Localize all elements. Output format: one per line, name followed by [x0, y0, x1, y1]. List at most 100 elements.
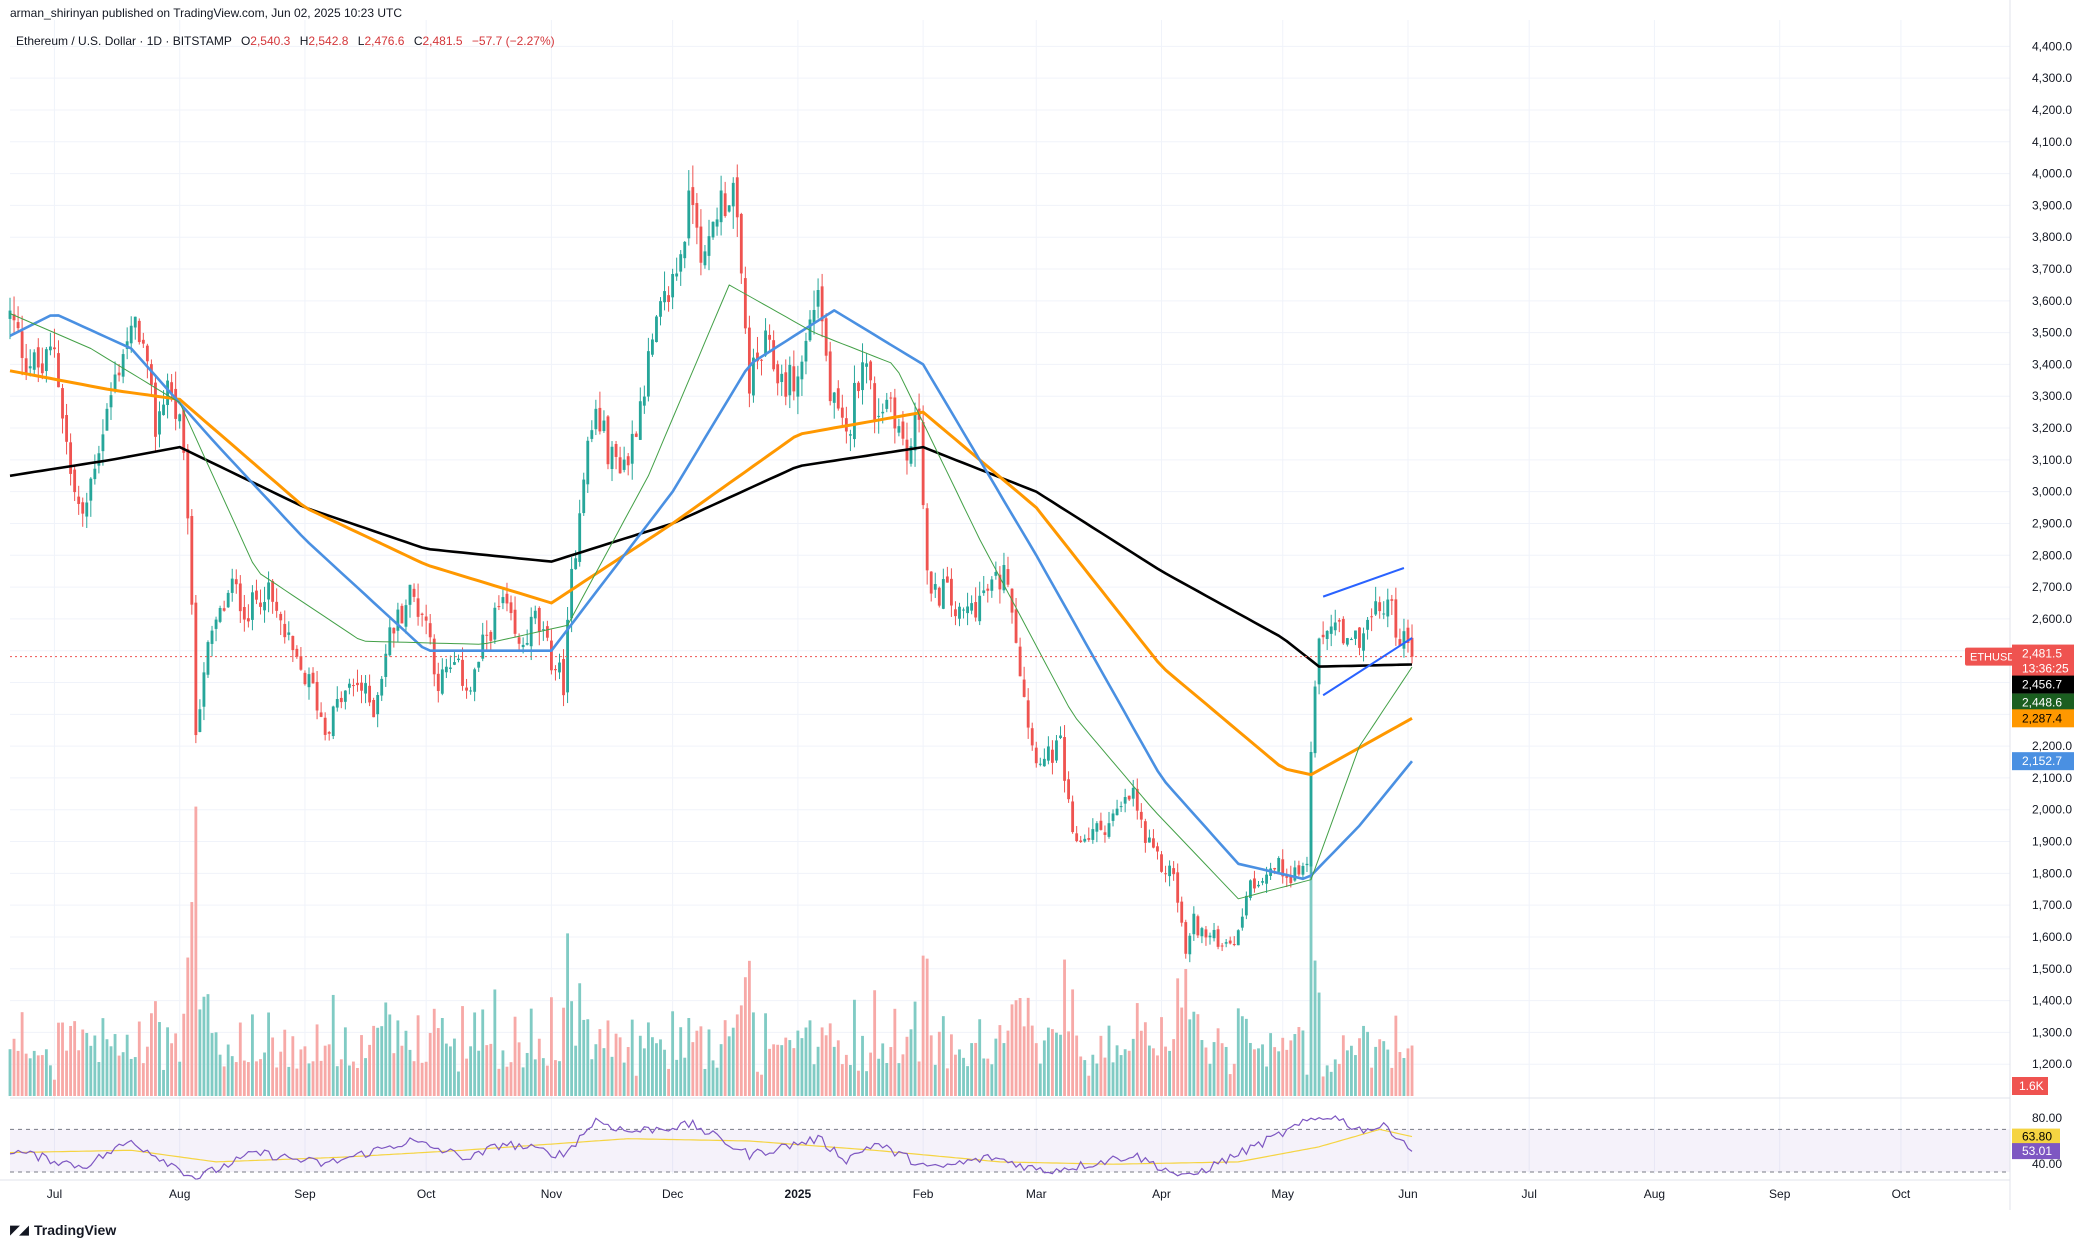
- candle: [1079, 840, 1083, 842]
- volume-bar: [234, 1062, 238, 1096]
- candle: [1406, 627, 1410, 644]
- volume-bar: [376, 1027, 380, 1096]
- volume-bar: [909, 1029, 913, 1096]
- time-tick-label: 2025: [785, 1187, 812, 1201]
- price-tick-label: 2,600.0: [2032, 612, 2072, 626]
- price-axis[interactable]: 4,400.0 4,300.0 4,200.0 4,100.0 4,000.0 3,900…: [2009, 0, 2072, 1210]
- volume-bar: [1265, 1066, 1268, 1096]
- candle: [1208, 935, 1212, 938]
- volume-bar: [776, 1044, 780, 1096]
- candle: [202, 672, 206, 707]
- volume-bar: [279, 1051, 283, 1096]
- volume-bar: [970, 1043, 974, 1096]
- volume-bar: [408, 1049, 412, 1096]
- candle: [780, 373, 784, 383]
- moving-average-green: [9, 284, 1413, 900]
- volume-bar: [638, 1035, 642, 1096]
- volume-bar: [44, 1049, 48, 1096]
- volume-bar: [335, 1066, 339, 1096]
- candle: [776, 364, 780, 384]
- candle: [1083, 838, 1087, 842]
- volume-bar: [1051, 1029, 1054, 1096]
- volume-bar: [1164, 1046, 1167, 1096]
- trendlines[interactable]: [10, 567, 2010, 697]
- volume-bar: [642, 1048, 646, 1096]
- candle: [1099, 820, 1103, 830]
- volume-bar: [20, 1012, 24, 1096]
- candle: [1139, 811, 1143, 820]
- volume-bar: [453, 1038, 456, 1096]
- volume-bar: [36, 1055, 40, 1096]
- symbol-legend[interactable]: Ethereum / U.S. Dollar · 1D · BITSTAMP O…: [16, 34, 555, 48]
- trendline[interactable]: [1322, 637, 1413, 697]
- price-tick-label: 1,600.0: [2032, 930, 2072, 944]
- candle: [1119, 806, 1123, 808]
- volume-bar: [61, 1022, 64, 1096]
- volume-bar: [485, 1045, 489, 1096]
- volume-bar: [885, 1063, 889, 1096]
- volume-bar: [1337, 1063, 1341, 1096]
- volume-bar: [117, 1055, 121, 1096]
- volume-bar: [1228, 1074, 1232, 1096]
- candle: [1051, 749, 1054, 763]
- candle: [267, 582, 270, 600]
- volume-bar: [53, 1079, 56, 1096]
- candle: [141, 339, 145, 344]
- candle: [469, 690, 473, 692]
- tradingview-logo[interactable]: ◤◢ TradingView: [10, 1222, 116, 1238]
- candle: [586, 440, 590, 485]
- volume-bar: [840, 1064, 844, 1096]
- trendline[interactable]: [1322, 567, 1405, 598]
- candle: [222, 608, 226, 611]
- candle: [1273, 867, 1277, 870]
- candle: [1038, 763, 1042, 765]
- volume-bar: [1038, 1063, 1042, 1096]
- candle: [372, 700, 376, 718]
- volume-bar: [659, 1039, 662, 1096]
- candle: [303, 672, 307, 685]
- candle: [1345, 638, 1349, 645]
- candle: [1026, 700, 1030, 728]
- volume-bar: [448, 1046, 452, 1096]
- candle: [529, 616, 533, 647]
- candle: [376, 694, 380, 715]
- candle: [101, 434, 105, 452]
- volume-bar: [1055, 1032, 1058, 1096]
- candle: [857, 382, 860, 392]
- volume-bar: [1075, 1035, 1079, 1096]
- candle: [287, 632, 291, 635]
- volume-bar: [715, 1067, 719, 1096]
- candle: [853, 382, 856, 440]
- candle: [889, 397, 893, 399]
- volume-bar: [65, 1050, 68, 1096]
- volume-bar: [554, 1060, 557, 1096]
- volume-bar: [1079, 1056, 1083, 1096]
- time-axis[interactable]: Jul Aug Sep Oct Nov Dec 2025 Feb Mar Apr May Jun Jul…: [0, 1179, 2010, 1201]
- volume-bar: [141, 1063, 145, 1096]
- rsi-ma-tag: [2012, 1128, 2060, 1145]
- volume-bar: [263, 1052, 266, 1096]
- candle: [364, 683, 367, 694]
- candle: [756, 352, 759, 362]
- price-tick-label: 4,300.0: [2032, 71, 2072, 85]
- volume-bar: [1281, 1037, 1285, 1096]
- candle: [921, 421, 925, 506]
- candle: [747, 327, 751, 394]
- candle: [251, 592, 254, 620]
- candle: [1059, 735, 1062, 738]
- candle: [271, 581, 275, 602]
- candle: [343, 690, 347, 702]
- volume-bar: [691, 1042, 695, 1096]
- volume-bar: [764, 1013, 767, 1096]
- candle: [598, 407, 602, 432]
- candle: [638, 401, 642, 440]
- volume-bar: [347, 1065, 351, 1096]
- candle: [440, 669, 444, 694]
- candle: [554, 669, 557, 671]
- candle: [1398, 639, 1402, 646]
- volume-bar: [255, 1061, 258, 1096]
- candle: [319, 712, 323, 717]
- volume-bar: [1030, 1025, 1034, 1096]
- candle: [12, 314, 16, 321]
